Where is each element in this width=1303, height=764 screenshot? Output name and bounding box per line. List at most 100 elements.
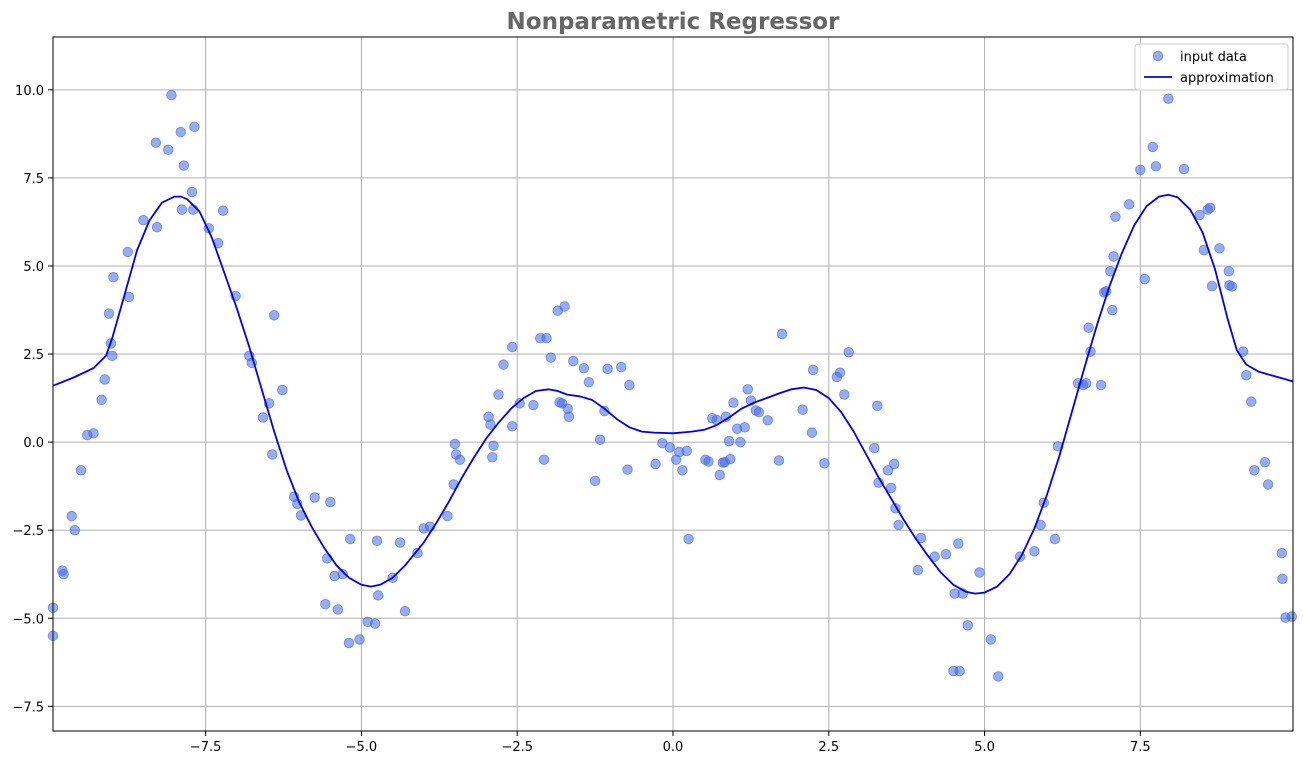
data-point (332, 604, 343, 615)
data-point (728, 397, 739, 408)
data-point (1214, 243, 1225, 254)
data-point (563, 411, 575, 422)
data-point (150, 137, 162, 148)
data-point (954, 665, 965, 677)
data-point (1276, 547, 1287, 559)
data-point (559, 301, 570, 312)
data-point (834, 367, 846, 378)
data-point (186, 186, 198, 198)
data-point (1139, 273, 1150, 285)
data-point (1178, 163, 1190, 175)
data-point (714, 469, 725, 481)
data-point (912, 564, 924, 576)
data-point (545, 352, 557, 363)
legend-label-approximation: approximation (1180, 71, 1274, 86)
data-point (1259, 457, 1271, 468)
data-point (369, 618, 381, 629)
y-tick-label: 0.0 (23, 436, 44, 451)
data-point (735, 436, 746, 448)
data-point (1107, 304, 1118, 316)
data-point (839, 389, 850, 400)
data-point (1110, 211, 1121, 222)
legend: input data approximation (1134, 43, 1289, 91)
data-point (776, 328, 788, 340)
data-point (277, 384, 288, 396)
data-point (1249, 465, 1260, 476)
data-point (267, 449, 278, 460)
data-point (1194, 209, 1205, 221)
data-point (99, 374, 110, 385)
data-point (103, 308, 115, 319)
data-point (343, 637, 355, 649)
data-point (985, 634, 996, 645)
legend-label-input-data: input data (1180, 50, 1247, 65)
data-point (269, 310, 280, 321)
data-point (394, 537, 406, 548)
y-tick-label: −5.0 (12, 612, 44, 627)
data-point (1095, 379, 1107, 391)
data-point (893, 519, 904, 531)
data-point (808, 364, 819, 376)
data-point (683, 533, 694, 545)
y-tick-label: 2.5 (23, 348, 44, 363)
data-point (541, 333, 552, 344)
data-point (538, 454, 550, 465)
data-point (993, 671, 1004, 682)
data-point (1246, 396, 1257, 407)
data-point (602, 363, 613, 375)
data-point (175, 126, 186, 138)
scatter-series-input-data (47, 89, 1297, 682)
data-point (106, 350, 118, 362)
data-point (371, 535, 383, 546)
data-point (58, 569, 69, 580)
y-tick-label: 5.0 (23, 260, 44, 275)
data-point (599, 405, 610, 417)
x-tick-label: 7.5 (1130, 740, 1151, 755)
data-point (75, 465, 87, 476)
data-point (773, 455, 785, 466)
data-point (723, 435, 735, 447)
y-tick-label: −7.5 (12, 700, 44, 715)
data-point (412, 547, 423, 559)
data-point (345, 533, 356, 545)
data-point (650, 458, 661, 470)
x-tick-label: −7.5 (190, 740, 222, 755)
data-point (889, 458, 900, 470)
x-tick-label: 0.0 (663, 740, 684, 755)
data-point (725, 453, 736, 465)
data-point (929, 551, 940, 562)
data-point (1163, 93, 1174, 104)
data-point (1277, 573, 1288, 585)
data-point (449, 438, 461, 450)
data-point (138, 214, 149, 226)
data-point (325, 496, 336, 508)
data-point (806, 427, 818, 438)
chart-title: Nonparametric Regressor (507, 9, 841, 35)
data-point (320, 598, 331, 610)
data-point (974, 567, 985, 578)
data-point (309, 492, 320, 503)
y-tick-label: 7.5 (23, 172, 44, 187)
data-point (217, 205, 229, 216)
data-point (1135, 164, 1146, 176)
data-point (189, 121, 200, 133)
data-point (488, 440, 499, 451)
data-point (622, 464, 633, 475)
data-point (1083, 322, 1094, 333)
data-point (681, 445, 692, 457)
y-tick-label: 10.0 (15, 84, 44, 99)
data-point (962, 620, 973, 631)
data-point (257, 412, 269, 423)
data-point (1286, 611, 1297, 622)
x-tick-label: −2.5 (501, 740, 533, 755)
data-point (762, 415, 773, 426)
data-point (1029, 546, 1040, 557)
data-point (66, 510, 77, 522)
data-point (1226, 281, 1238, 292)
data-point (1204, 202, 1216, 214)
data-point (507, 421, 518, 432)
data-point (122, 246, 133, 258)
data-point (337, 569, 348, 580)
data-point (151, 222, 163, 233)
